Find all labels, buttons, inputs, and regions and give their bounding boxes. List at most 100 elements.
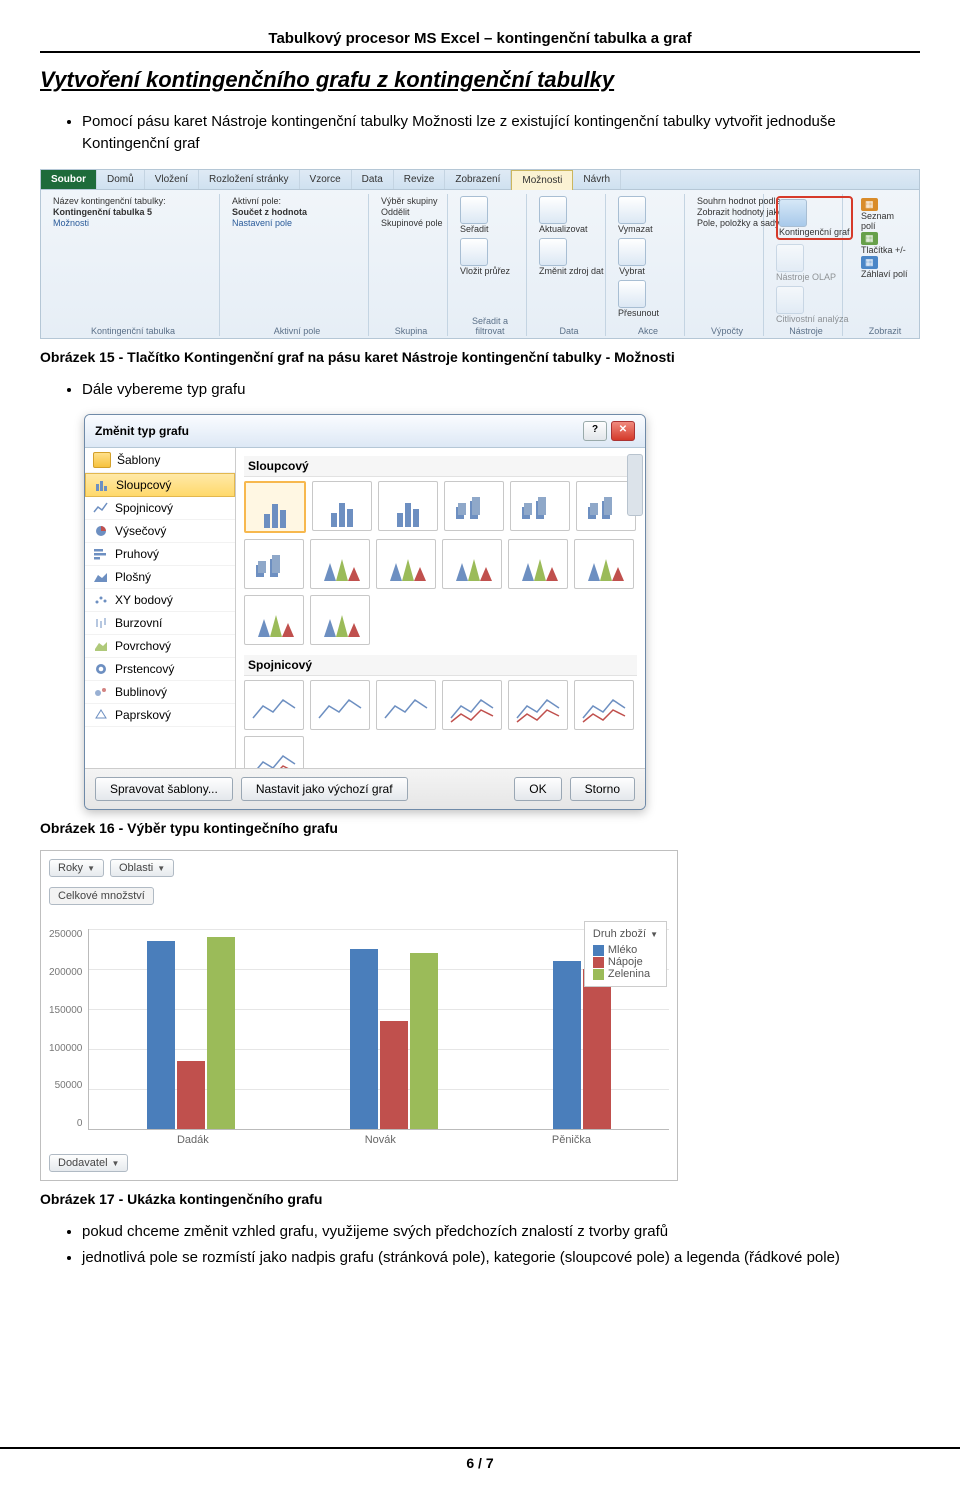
chart-thumb[interactable]	[508, 539, 568, 589]
chart-thumb[interactable]	[378, 481, 438, 531]
slicer-icon[interactable]	[460, 238, 488, 266]
refresh-icon[interactable]	[539, 196, 567, 224]
chart-thumb[interactable]	[444, 481, 504, 531]
calc-item[interactable]: Souhrn hodnot podle	[697, 196, 781, 206]
chart-type-label: Spojnicový	[115, 501, 173, 515]
ribbon-tab[interactable]: Možnosti	[511, 170, 573, 190]
manage-templates-button[interactable]: Spravovat šablony...	[95, 777, 233, 801]
options-link[interactable]: Možnosti	[53, 218, 89, 228]
chart-type-item[interactable]: Povrchový	[85, 635, 235, 658]
panel-toggle[interactable]: Tlačítka +/-	[861, 245, 906, 255]
close-button[interactable]: ✕	[611, 421, 635, 441]
bullets-top: Pomocí pásu karet Nástroje kontingenční …	[40, 111, 920, 155]
ribbon-tab[interactable]: Vzorce	[300, 170, 352, 189]
hbar-icon	[93, 547, 109, 561]
page-field-roky[interactable]: Roky▼	[49, 859, 104, 877]
clear-icon[interactable]	[618, 196, 646, 224]
chart-type-label: Šablony	[117, 453, 160, 467]
caption-15: Obrázek 15 - Tlačítko Kontingenční graf …	[40, 349, 920, 365]
legend-swatch	[593, 957, 604, 968]
panel-toggle[interactable]: Seznam polí	[861, 211, 894, 231]
x-label: Dadák	[177, 1134, 209, 1146]
chart-thumb[interactable]	[442, 539, 502, 589]
chart-type-label: Sloupcový	[116, 478, 171, 492]
move-icon[interactable]	[618, 280, 646, 308]
ribbon-tab[interactable]: Soubor	[41, 170, 97, 189]
chart-type-item[interactable]: Pruhový	[85, 543, 235, 566]
ribbon-tab[interactable]: Návrh	[573, 170, 621, 189]
folder-icon	[93, 452, 111, 468]
chart-thumb[interactable]	[376, 539, 436, 589]
chart-thumb[interactable]	[244, 736, 304, 768]
chart-thumb[interactable]	[310, 595, 370, 645]
chart-thumb[interactable]	[244, 481, 306, 533]
chart-thumb[interactable]	[508, 680, 568, 730]
group-label: Kontingenční tabulka	[53, 326, 213, 336]
legend-field[interactable]: Druh zboží	[593, 928, 646, 940]
chart-type-item[interactable]: Spojnicový	[85, 497, 235, 520]
chart-type-list: Šablony Sloupcový Spojnicový VýsečovýPruhov…	[85, 448, 236, 768]
y-tick: 250000	[49, 929, 82, 940]
select-icon[interactable]	[618, 238, 646, 266]
ok-button[interactable]: OK	[514, 777, 561, 801]
chart-thumb[interactable]	[244, 539, 304, 589]
group-label: Akce	[618, 326, 678, 336]
chart-type-item[interactable]: Burzovní	[85, 612, 235, 635]
group-item[interactable]: Oddělit	[381, 207, 410, 217]
chart-thumb[interactable]	[574, 680, 634, 730]
group-item[interactable]: Skupinové pole	[381, 218, 443, 228]
pie-icon	[93, 524, 109, 538]
field-settings-link[interactable]: Nastavení pole	[232, 218, 292, 228]
pivot-chart-icon[interactable]	[779, 199, 807, 227]
ribbon-tab[interactable]: Zobrazení	[445, 170, 511, 189]
chart-thumb[interactable]	[244, 680, 304, 730]
ribbon-tab[interactable]: Vložení	[145, 170, 199, 189]
chart-thumb[interactable]	[574, 539, 634, 589]
chart-type-item[interactable]: Plošný	[85, 566, 235, 589]
chart-thumb[interactable]	[244, 595, 304, 645]
page-title: Vytvoření kontingenčního grafu z konting…	[40, 67, 920, 93]
ribbon-tab[interactable]: Rozložení stránky	[199, 170, 299, 189]
legend-item: Zelenina	[593, 968, 658, 980]
x-label: Novák	[365, 1134, 396, 1146]
help-button[interactable]: ?	[583, 421, 607, 441]
bar	[147, 941, 175, 1129]
chart-type-item[interactable]: Bublinový	[85, 681, 235, 704]
chart-type-item[interactable]: XY bodový	[85, 589, 235, 612]
chart-type-item[interactable]: Prstencový	[85, 658, 235, 681]
chart-thumb[interactable]	[312, 481, 372, 531]
ribbon-tab[interactable]: Revize	[394, 170, 446, 189]
calc-item[interactable]: Pole, položky a sady	[697, 218, 780, 228]
label: Název kontingenční tabulky:	[53, 196, 166, 206]
panel-toggle[interactable]: Záhlaví polí	[861, 269, 908, 279]
ribbon-tab[interactable]: Domů	[97, 170, 145, 189]
chart-type-item[interactable]: Sloupcový	[85, 473, 235, 497]
ribbon-tab[interactable]: Data	[352, 170, 394, 189]
chart-thumb[interactable]	[310, 680, 370, 730]
chart-thumb[interactable]	[310, 539, 370, 589]
scrollbar-thumb[interactable]	[627, 454, 643, 516]
chart-type-item[interactable]: Šablony	[85, 448, 235, 473]
change-source-icon[interactable]	[539, 238, 567, 266]
category-field[interactable]: Dodavatel▼	[49, 1154, 128, 1172]
area-icon	[93, 570, 109, 584]
chart-thumb[interactable]	[376, 680, 436, 730]
chart-type-item[interactable]: Paprskový	[85, 704, 235, 727]
page-field-oblasti[interactable]: Oblasti▼	[110, 859, 174, 877]
sort-icon[interactable]	[460, 196, 488, 224]
y-tick: 100000	[49, 1043, 82, 1054]
chart-type-item[interactable]: Výsečový	[85, 520, 235, 543]
value-field[interactable]: Celkové množství	[49, 887, 154, 905]
chart-thumb[interactable]	[442, 680, 502, 730]
bullet-item: Dále vybereme typ grafu	[82, 379, 920, 401]
set-default-button[interactable]: Nastavit jako výchozí graf	[241, 777, 408, 801]
cancel-button[interactable]: Storno	[570, 777, 635, 801]
group-item[interactable]: Výběr skupiny	[381, 196, 438, 206]
bar	[380, 1021, 408, 1129]
chart-thumb[interactable]	[510, 481, 570, 531]
caption-17: Obrázek 17 - Ukázka kontingenčního grafu	[40, 1191, 920, 1207]
donut-icon	[93, 662, 109, 676]
radar-icon	[93, 708, 109, 722]
x-axis: DadákNovákPěnička	[99, 1134, 669, 1146]
bar	[410, 953, 438, 1129]
